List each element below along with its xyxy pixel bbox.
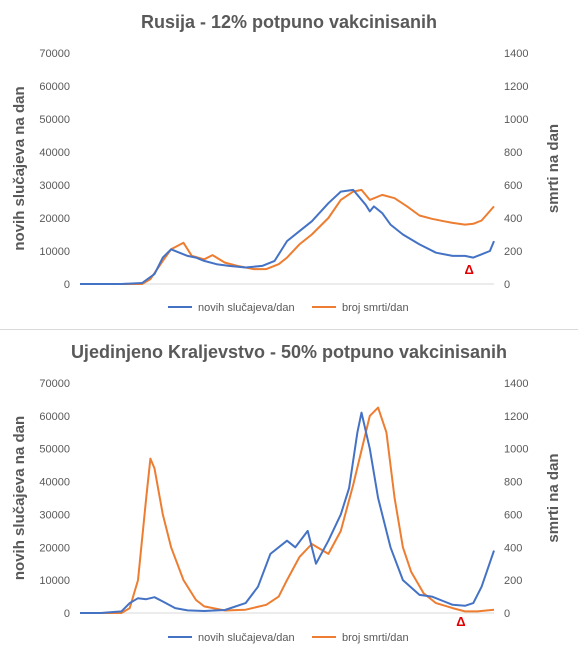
- chart-title: Ujedinjeno Kraljevstvo - 50% potpuno vak…: [71, 342, 507, 362]
- y-tick-label: 20000: [39, 213, 70, 225]
- y2-tick-label: 400: [504, 213, 522, 225]
- y-tick-label: 10000: [39, 575, 70, 587]
- series-line-cases: [80, 411, 495, 614]
- y2-tick-label: 400: [504, 542, 522, 554]
- legend-label-cases: novih slučajeva/dan: [198, 302, 295, 314]
- delta-marker: Δ: [464, 262, 473, 277]
- legend-label-cases: novih slučajeva/dan: [198, 632, 295, 644]
- legend-label-deaths: broj smrti/dan: [342, 632, 409, 644]
- series-line-cases: [80, 188, 495, 285]
- y2-tick-label: 1200: [504, 411, 528, 423]
- y-tick-label: 70000: [39, 378, 70, 390]
- y2-tick-label: 1400: [504, 378, 528, 390]
- y2-axis-label: smrti na dan: [545, 453, 562, 542]
- chart-panel-russia: Rusija - 12% potpuno vakcinisanih 0 10000 2…: [0, 0, 578, 329]
- y2-tick-label: 200: [504, 246, 522, 258]
- y2-tick-label: 200: [504, 575, 522, 587]
- legend-label-deaths: broj smrti/dan: [342, 302, 409, 314]
- y2-tick-label: 1000: [504, 444, 528, 456]
- y-tick-label: 40000: [39, 147, 70, 159]
- series-line-deaths: [80, 188, 495, 285]
- y-axis-label: novih slučajeva na dan: [11, 86, 28, 250]
- delta-marker: Δ: [456, 614, 465, 629]
- y-tick-label: 70000: [39, 48, 70, 60]
- series-line-deaths: [80, 406, 495, 614]
- y2-tick-label: 600: [504, 509, 522, 521]
- y2-tick-label: 800: [504, 147, 522, 159]
- y2-tick-label: 0: [504, 608, 510, 620]
- y2-tick-label: 1200: [504, 81, 528, 93]
- y-tick-label: 40000: [39, 477, 70, 489]
- y-tick-label: 60000: [39, 411, 70, 423]
- y-tick-label: 20000: [39, 542, 70, 554]
- y-tick-label: 0: [64, 279, 70, 291]
- y-tick-label: 50000: [39, 444, 70, 456]
- y-tick-label: 10000: [39, 246, 70, 258]
- chart-panel-uk: Ujedinjeno Kraljevstvo - 50% potpuno vak…: [0, 329, 578, 659]
- y-tick-label: 50000: [39, 114, 70, 126]
- y-tick-label: 30000: [39, 509, 70, 521]
- y2-tick-label: 1400: [504, 48, 528, 60]
- y-tick-label: 30000: [39, 180, 70, 192]
- y-axis-label: novih slučajeva na dan: [11, 416, 28, 580]
- y2-tick-label: 1000: [504, 114, 528, 126]
- chart-russia: Rusija - 12% potpuno vakcinisanih0100002…: [11, 12, 562, 314]
- y2-axis-label: smrti na dan: [545, 124, 562, 213]
- y-tick-label: 60000: [39, 81, 70, 93]
- chart-uk: Ujedinjeno Kraljevstvo - 50% potpuno vak…: [11, 342, 562, 644]
- y2-tick-label: 0: [504, 279, 510, 291]
- y2-tick-label: 600: [504, 180, 522, 192]
- y-tick-label: 0: [64, 608, 70, 620]
- y2-tick-label: 800: [504, 477, 522, 489]
- chart-title: Rusija - 12% potpuno vakcinisanih: [141, 12, 437, 32]
